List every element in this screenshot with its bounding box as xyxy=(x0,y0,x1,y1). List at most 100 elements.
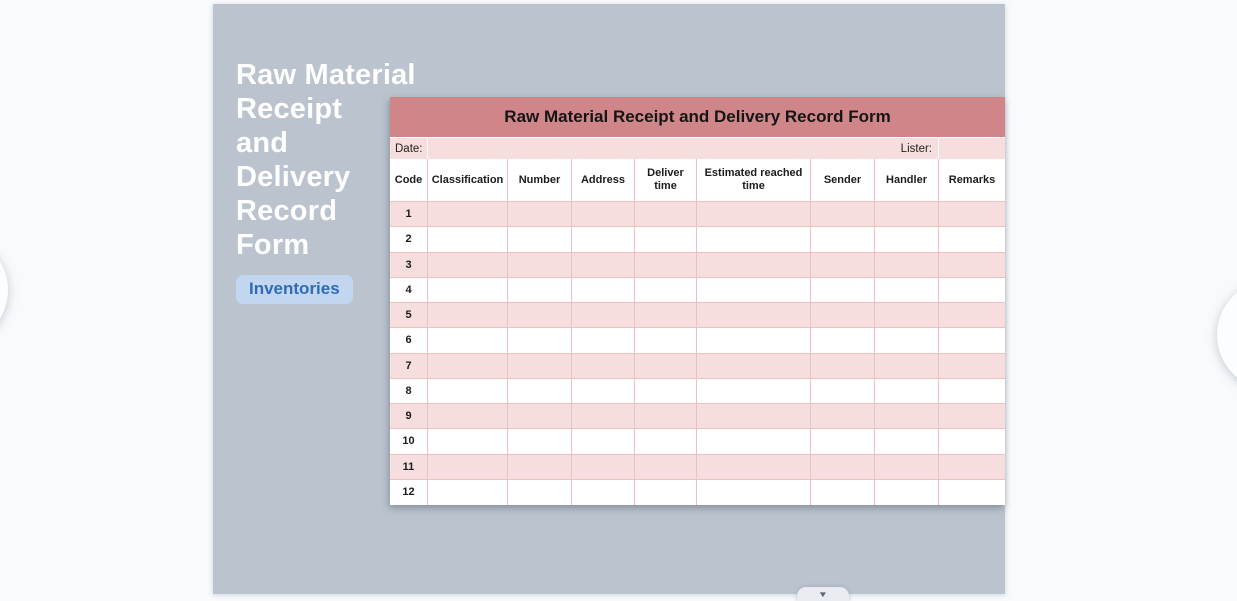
column-header: Handler xyxy=(875,159,939,201)
empty-data-cell xyxy=(939,429,1005,453)
empty-data-cell xyxy=(635,303,697,328)
empty-data-cell xyxy=(635,479,697,505)
empty-data-cell xyxy=(939,404,1005,428)
table-row: 10 xyxy=(390,429,1005,455)
row-number-cell: 4 xyxy=(390,277,428,302)
empty-data-cell xyxy=(697,277,811,302)
row-number-cell: 10 xyxy=(390,429,428,454)
form-title: Raw Material Receipt and Delivery Record… xyxy=(390,97,1005,138)
row-number-cell: 1 xyxy=(390,202,428,227)
empty-data-cell xyxy=(428,378,508,403)
table-row: 12 xyxy=(390,479,1005,505)
empty-data-cell xyxy=(811,479,875,505)
empty-data-cell xyxy=(635,429,697,454)
empty-data-cell xyxy=(572,277,635,302)
table-row: 4 xyxy=(390,277,1005,303)
empty-data-cell xyxy=(635,378,697,403)
form-preview-table[interactable]: Raw Material Receipt and Delivery Record… xyxy=(390,97,1005,505)
table-row: 7 xyxy=(390,353,1005,379)
empty-data-cell xyxy=(811,303,875,328)
table-row: 6 xyxy=(390,328,1005,354)
empty-data-cell xyxy=(428,303,508,328)
empty-data-cell xyxy=(697,429,811,454)
empty-data-cell xyxy=(572,353,635,378)
template-preview-card[interactable]: Raw Material Receipt and Delivery Record… xyxy=(213,4,1005,601)
row-number-cell: 9 xyxy=(390,404,428,429)
empty-data-cell xyxy=(811,328,875,353)
column-header-row: Code Classification Number Address Deliv… xyxy=(390,159,1005,202)
category-tag-inventories[interactable]: Inventories xyxy=(236,275,353,304)
row-number-cell: 5 xyxy=(390,303,428,328)
empty-data-cell xyxy=(428,277,508,302)
empty-data-cell xyxy=(939,480,1005,505)
empty-data-cell xyxy=(428,227,508,252)
column-header: Number xyxy=(508,159,572,201)
empty-data-cell xyxy=(811,227,875,252)
empty-data-cell xyxy=(635,277,697,302)
empty-data-cell xyxy=(939,202,1005,226)
row-number-cell: 7 xyxy=(390,353,428,378)
empty-data-cell xyxy=(572,404,635,429)
empty-data-cell xyxy=(508,378,572,403)
empty-data-cell xyxy=(428,202,508,227)
empty-data-cell xyxy=(572,227,635,252)
empty-data-cell xyxy=(875,454,939,479)
empty-data-cell xyxy=(875,252,939,277)
empty-data-cell xyxy=(572,328,635,353)
empty-data-cell xyxy=(939,379,1005,403)
row-number-cell: 3 xyxy=(390,252,428,277)
empty-data-cell xyxy=(697,404,811,429)
empty-data-cell xyxy=(697,454,811,479)
column-header: Sender xyxy=(811,159,875,201)
lister-label: Lister: xyxy=(875,138,939,159)
lister-value-span xyxy=(939,138,1005,159)
empty-data-cell xyxy=(875,202,939,227)
empty-data-cell xyxy=(939,455,1005,479)
empty-data-cell xyxy=(635,252,697,277)
empty-data-cell xyxy=(875,277,939,302)
empty-data-cell xyxy=(811,277,875,302)
empty-data-cell xyxy=(508,353,572,378)
empty-data-cell xyxy=(875,378,939,403)
empty-data-cell xyxy=(508,429,572,454)
form-rows: 1 2 3 4 5 6 7 8 9 10 11 12 xyxy=(390,202,1005,505)
column-header: Code xyxy=(390,159,428,201)
template-title-line: Form xyxy=(236,229,310,261)
empty-data-cell xyxy=(875,429,939,454)
empty-data-cell xyxy=(428,328,508,353)
empty-data-cell xyxy=(508,454,572,479)
empty-data-cell xyxy=(428,429,508,454)
empty-data-cell xyxy=(508,202,572,227)
empty-data-cell xyxy=(939,303,1005,327)
empty-data-cell xyxy=(428,454,508,479)
table-row: 2 xyxy=(390,227,1005,253)
next-template-button[interactable] xyxy=(1217,280,1237,390)
collapse-tab-button[interactable]: ▼ xyxy=(797,587,849,601)
empty-data-cell xyxy=(572,479,635,505)
template-title-line: Raw Material xyxy=(236,59,416,91)
empty-data-cell xyxy=(635,328,697,353)
table-row: 11 xyxy=(390,454,1005,480)
empty-data-cell xyxy=(572,252,635,277)
row-number-cell: 2 xyxy=(390,227,428,252)
empty-data-cell xyxy=(875,227,939,252)
template-title-line: Record xyxy=(236,195,338,227)
date-lister-row: Date: Lister: xyxy=(390,138,1005,159)
empty-data-cell xyxy=(875,353,939,378)
empty-data-cell xyxy=(428,479,508,505)
empty-data-cell xyxy=(635,227,697,252)
empty-data-cell xyxy=(508,328,572,353)
prev-template-button[interactable] xyxy=(0,235,8,345)
chevron-down-icon: ▼ xyxy=(817,589,829,599)
empty-data-cell xyxy=(811,454,875,479)
empty-data-cell xyxy=(811,202,875,227)
empty-data-cell xyxy=(697,202,811,227)
empty-data-cell xyxy=(635,353,697,378)
row-number-cell: 6 xyxy=(390,328,428,353)
empty-data-cell xyxy=(508,227,572,252)
empty-data-cell xyxy=(939,278,1005,302)
table-row: 9 xyxy=(390,404,1005,430)
table-row: 3 xyxy=(390,252,1005,278)
empty-data-cell xyxy=(508,303,572,328)
